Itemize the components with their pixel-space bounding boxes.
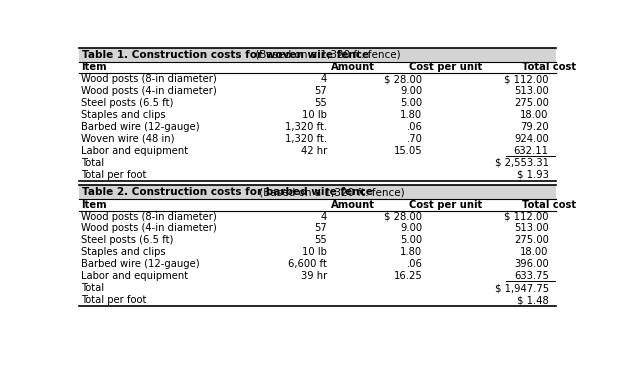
Text: 1,320 ft.: 1,320 ft. [285,122,327,132]
Text: 1.80: 1.80 [401,110,422,120]
Text: 1,320 ft.: 1,320 ft. [285,134,327,144]
Text: 6,600 ft: 6,600 ft [288,259,327,269]
Text: Item: Item [81,62,107,72]
Text: 57: 57 [314,224,327,233]
Text: Amount: Amount [330,200,374,210]
Text: 5.00: 5.00 [401,98,422,108]
Text: 79.20: 79.20 [520,122,549,132]
Text: 55: 55 [314,98,327,108]
Text: 15.05: 15.05 [394,146,422,156]
Text: Amount: Amount [330,62,374,72]
Text: 18.00: 18.00 [520,248,549,257]
Text: .06: .06 [407,259,422,269]
Text: 513.00: 513.00 [514,86,549,96]
Text: 632.11: 632.11 [514,146,549,156]
Text: $ 28.00: $ 28.00 [384,212,422,221]
Text: 924.00: 924.00 [514,134,549,144]
Text: Wood posts (8-in diameter): Wood posts (8-in diameter) [81,212,217,221]
Text: 57: 57 [314,86,327,96]
Text: Steel posts (6.5 ft): Steel posts (6.5 ft) [81,98,174,108]
Text: 10 lb: 10 lb [302,110,327,120]
Text: Total cost: Total cost [521,200,576,210]
Text: Table 1. Construction costs for woven wire fence: Table 1. Construction costs for woven wi… [82,50,370,60]
Text: Total per foot: Total per foot [81,170,147,179]
Text: (Based on a 1,320 ft. fence): (Based on a 1,320 ft. fence) [252,50,401,60]
Text: 10 lb: 10 lb [302,248,327,257]
Text: 396.00: 396.00 [514,259,549,269]
Text: $ 112.00: $ 112.00 [504,74,549,84]
Text: Staples and clips: Staples and clips [81,248,166,257]
Text: Labor and equipment: Labor and equipment [81,146,188,156]
Text: 9.00: 9.00 [401,86,422,96]
Text: $ 1,947.75: $ 1,947.75 [495,283,549,293]
Text: 4: 4 [321,74,327,84]
Text: 633.75: 633.75 [514,271,549,281]
Text: 275.00: 275.00 [514,98,549,108]
Text: 55: 55 [314,236,327,245]
Text: .70: .70 [407,134,422,144]
Text: 42 hr: 42 hr [301,146,327,156]
Text: Total: Total [81,283,105,293]
Text: $ 1.48: $ 1.48 [517,295,549,305]
Text: Total: Total [81,158,105,167]
Text: $ 112.00: $ 112.00 [504,212,549,221]
Text: Total cost: Total cost [521,62,576,72]
Text: 18.00: 18.00 [520,110,549,120]
Text: Cost per unit: Cost per unit [409,200,482,210]
Text: 275.00: 275.00 [514,236,549,245]
Text: Steel posts (6.5 ft): Steel posts (6.5 ft) [81,236,174,245]
Text: 1.80: 1.80 [401,248,422,257]
Text: Wood posts (4-in diameter): Wood posts (4-in diameter) [81,224,217,233]
Text: Staples and clips: Staples and clips [81,110,166,120]
Text: $ 1.93: $ 1.93 [517,170,549,179]
Text: Table 2. Construction costs for barbed wire fence: Table 2. Construction costs for barbed w… [82,187,373,197]
Text: $ 2,553.31: $ 2,553.31 [495,158,549,167]
Text: $ 28.00: $ 28.00 [384,74,422,84]
Text: Woven wire (48 in): Woven wire (48 in) [81,134,175,144]
Bar [79,185,557,199]
Text: (Based on a 1,320 ft. fence): (Based on a 1,320 ft. fence) [256,187,404,197]
Text: Barbed wire (12-gauge): Barbed wire (12-gauge) [81,122,200,132]
Text: .06: .06 [407,122,422,132]
Text: Wood posts (8-in diameter): Wood posts (8-in diameter) [81,74,217,84]
Text: Wood posts (4-in diameter): Wood posts (4-in diameter) [81,86,217,96]
Text: Labor and equipment: Labor and equipment [81,271,188,281]
Text: Barbed wire (12-gauge): Barbed wire (12-gauge) [81,259,200,269]
Text: 4: 4 [321,212,327,221]
Text: 16.25: 16.25 [394,271,422,281]
Text: Cost per unit: Cost per unit [409,62,482,72]
Bar [79,48,557,62]
Text: 513.00: 513.00 [514,224,549,233]
Text: 9.00: 9.00 [401,224,422,233]
Text: 5.00: 5.00 [401,236,422,245]
Text: Total per foot: Total per foot [81,295,147,305]
Text: Item: Item [81,200,107,210]
Text: 39 hr: 39 hr [301,271,327,281]
